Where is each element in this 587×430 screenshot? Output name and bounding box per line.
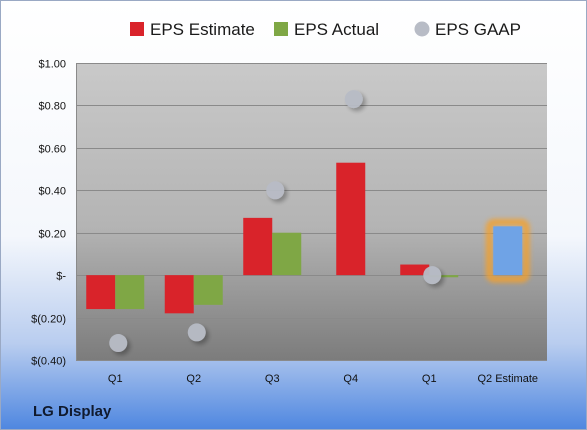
bar-q2-estimate <box>493 226 523 276</box>
y-tick-label: $- <box>56 271 66 283</box>
gaap-marker <box>266 181 285 200</box>
company-name: LG Display <box>33 403 112 420</box>
gaap-marker <box>344 90 363 109</box>
highlight-glow <box>485 218 530 283</box>
legend-swatch-eps-estimate <box>130 22 144 36</box>
bar-eps-actual <box>193 275 223 305</box>
y-tick-label: $0.20 <box>38 229 66 241</box>
x-tick-label: Q2 <box>186 373 201 385</box>
x-axis-labels: Q1 Q2 Q3 Q4 Q1 Q2 Estimate <box>108 373 538 385</box>
legend-swatch-eps-actual <box>274 22 288 36</box>
legend-label: EPS Actual <box>294 20 379 39</box>
gaap-marker <box>109 334 128 353</box>
y-tick-label: $(0.20) <box>31 314 66 326</box>
gaap-marker <box>187 323 206 342</box>
y-tick-label: $0.40 <box>38 186 66 198</box>
bar-eps-actual <box>115 275 145 310</box>
y-tick-label: $1.00 <box>38 59 66 71</box>
gaap-marker <box>423 266 442 285</box>
y-tick-label: $(0.40) <box>31 356 66 368</box>
grid-lines <box>76 63 547 361</box>
bar-eps-estimate <box>243 217 273 276</box>
y-axis-labels: $1.00 $0.80 $0.60 $0.40 $0.20 $- $(0.20) $(0.40… <box>31 59 66 368</box>
bar-eps-estimate <box>336 162 366 276</box>
plot-area <box>76 63 547 360</box>
x-tick-label: Q2 Estimate <box>477 373 538 385</box>
legend-label: EPS Estimate <box>150 20 255 39</box>
gaap-markers <box>109 90 442 353</box>
bar-eps-actual <box>429 275 459 278</box>
legend-label: EPS GAAP <box>435 20 521 39</box>
bar-eps-estimate <box>86 275 116 310</box>
bar-eps-actual <box>272 232 302 276</box>
x-tick-label: Q1 <box>108 373 123 385</box>
y-tick-label: $0.60 <box>38 144 66 156</box>
bar-eps-estimate <box>400 264 430 276</box>
bar-eps-estimate <box>164 275 194 314</box>
x-tick-label: Q4 <box>343 373 358 385</box>
bars <box>86 162 530 314</box>
legend-swatch-eps-gaap <box>414 21 430 37</box>
chart-legend: EPS Estimate EPS Actual EPS GAAP <box>130 20 521 39</box>
x-tick-label: Q3 <box>265 373 280 385</box>
x-tick-label: Q1 <box>422 373 437 385</box>
y-tick-label: $0.80 <box>38 101 66 113</box>
